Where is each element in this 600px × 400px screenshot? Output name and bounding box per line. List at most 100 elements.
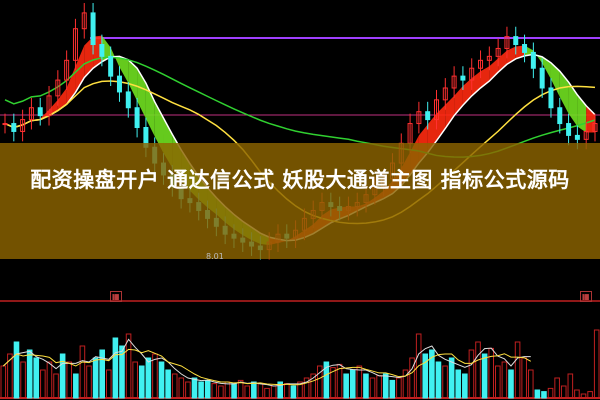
volume-bar <box>33 357 40 399</box>
volume-bar <box>290 385 297 399</box>
volume-bar <box>560 385 567 399</box>
candle-body <box>583 130 589 140</box>
volume-bar <box>145 357 152 399</box>
volume-bar <box>59 353 66 399</box>
volume-bar <box>363 373 369 399</box>
candle-body <box>495 47 501 57</box>
candle-body <box>11 123 17 132</box>
volume-bar <box>402 369 409 399</box>
trend-band-segment <box>542 56 551 80</box>
volume-bar <box>251 381 257 399</box>
trend-band-segment <box>84 36 94 78</box>
volume-bar <box>224 381 231 399</box>
volume-bar <box>323 361 330 399</box>
volume-bar <box>7 353 13 399</box>
volume-bar <box>481 353 488 399</box>
volume-bar <box>66 361 73 399</box>
trend-band-segment <box>137 68 146 119</box>
volume-ma-yellow <box>2 348 532 386</box>
volume-bar <box>20 361 26 399</box>
volume-bar <box>198 381 204 399</box>
volume-ma-white <box>2 338 531 387</box>
volume-bar <box>593 329 600 399</box>
candle-body <box>442 87 448 101</box>
volume-bar <box>231 383 237 399</box>
volume-bar <box>277 381 284 399</box>
candle-body <box>478 59 484 69</box>
volume-bar <box>580 393 587 399</box>
volume-bar <box>382 373 389 399</box>
candle-body <box>513 36 519 46</box>
volume-bar <box>567 373 574 399</box>
indicator-tag-left[interactable]: ▦ <box>110 291 122 302</box>
volume-bar <box>521 357 527 399</box>
volume-bar <box>316 365 323 399</box>
volume-bar <box>343 373 349 399</box>
volume-bar <box>442 365 448 399</box>
candle-body <box>592 123 598 132</box>
volume-bar <box>53 373 59 399</box>
volume-bar <box>369 377 376 399</box>
candle-body <box>522 44 528 53</box>
volume-bar <box>178 377 185 399</box>
candle-body <box>425 111 431 121</box>
candle-body <box>574 134 580 140</box>
volume-bar <box>435 361 442 399</box>
candle-body <box>64 59 70 81</box>
volume-bar <box>448 357 455 399</box>
candle-body <box>28 107 34 121</box>
candle-body <box>20 119 26 132</box>
candle-body <box>539 67 545 89</box>
volume-bar <box>297 381 303 399</box>
volume-bar <box>191 377 198 399</box>
volume-bar <box>409 357 415 399</box>
candle-body <box>557 107 563 125</box>
candle-body <box>469 67 475 81</box>
candle-body <box>46 95 52 117</box>
volume-bar <box>541 391 547 399</box>
candle-body <box>134 107 140 128</box>
volume-bar <box>468 349 475 399</box>
candle-body <box>530 51 536 69</box>
volume-bar <box>475 341 481 399</box>
volume-bar <box>389 379 396 399</box>
volume-bar <box>356 365 363 399</box>
volume-bar <box>13 341 20 399</box>
volume-bar <box>554 377 560 399</box>
candle-body <box>566 123 572 136</box>
volume-bar <box>125 333 132 399</box>
overlay-title: 配资操盘开户 通达信公式 妖股大通道主图 指标公式源码 <box>30 168 570 192</box>
title-banner <box>0 143 600 259</box>
volume-bar <box>422 353 429 399</box>
volume-bar <box>40 369 46 399</box>
volume-bar <box>46 361 53 399</box>
volume-bar <box>99 349 105 399</box>
candle-body <box>548 87 554 109</box>
trend-band-segment <box>568 82 578 127</box>
volume-bar <box>171 373 178 399</box>
volume-bar <box>26 349 33 399</box>
volume-bar <box>0 365 7 399</box>
candle-body <box>81 12 87 30</box>
volume-bar <box>587 391 593 399</box>
candle-body <box>99 44 105 57</box>
candle-body <box>116 75 122 93</box>
candle-body <box>416 111 422 125</box>
trend-band-segment <box>559 71 569 114</box>
indicator-tag-right[interactable]: ▦ <box>580 291 592 302</box>
volume-bar <box>501 361 508 399</box>
candle-body <box>433 99 439 121</box>
volume-bar <box>547 387 554 399</box>
volume-bar <box>508 369 514 399</box>
volume-bar <box>152 353 158 399</box>
volume-bar <box>415 333 422 399</box>
volume-bar <box>112 337 119 399</box>
candle-body <box>486 55 492 61</box>
volume-bar <box>244 385 251 399</box>
trend-band-segment <box>57 87 67 111</box>
volume-bar <box>514 341 521 399</box>
volume-bar <box>257 383 264 399</box>
volume-bar <box>211 383 218 399</box>
